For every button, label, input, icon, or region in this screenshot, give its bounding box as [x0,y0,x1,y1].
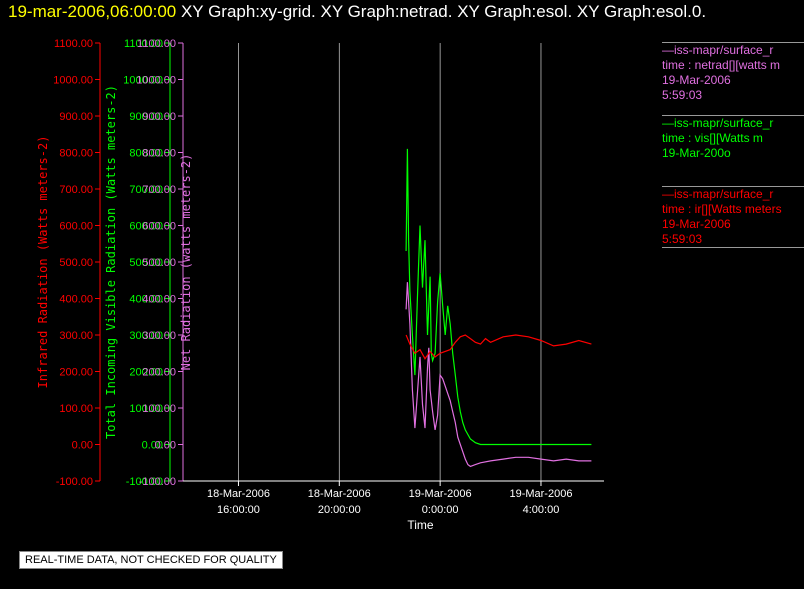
y-tick-label-vis-7: 600.00 [129,221,163,233]
legend-text-ir-1: time : ir[][Watts meters [662,202,782,216]
y-tick-label-net-11: 1000.00 [136,75,176,87]
y-tick-label-vis-8: 700.00 [129,184,163,196]
y-axis-label-ir: Infrared Radiation (Watts meters-2) [36,136,50,389]
y-tick-label-vis-11: 1000.00 [123,75,163,87]
y-tick-label-vis-3: 200.00 [129,367,163,379]
y-tick-label-vis-6: 500.00 [129,257,163,269]
y-tick-label-ir-6: 500.00 [59,257,93,269]
x-tick-sublabel-0: 16:00:00 [217,504,260,516]
title-bar: 19-mar-2006,06:00:00 XY Graph:xy-grid. X… [8,2,706,22]
y-tick-label-ir-2: 100.00 [59,403,93,415]
y-axis-label-net: Net Radiation (watts meters-2) [179,154,193,371]
y-tick-label-vis-5: 400.00 [129,294,163,306]
x-tick-label-2: 19-Mar-2006 [409,488,472,500]
y-tick-label-vis-1: 0.00 [142,440,163,452]
y-tick-label-vis-4: 300.00 [129,330,163,342]
legend-text-vis-1: time : vis[][Watts m [662,131,763,145]
y-tick-label-net-2: 100.00 [142,403,176,415]
y-tick-label-net-0: -100.00 [139,476,176,488]
x-tick-sublabel-1: 20:00:00 [318,504,361,516]
y-tick-label-net-1: 0.00 [155,440,176,452]
legend-text-ir-0: —iss-mapr/surface_r [662,187,774,201]
y-tick-label-net-3: 200.00 [142,367,176,379]
x-tick-sublabel-3: 4:00:00 [523,504,560,516]
legend-text-net-1: time : netrad[][watts m [662,58,781,72]
y-tick-label-ir-4: 300.00 [59,330,93,342]
series-line-vis [405,148,592,446]
y-tick-label-net-9: 800.00 [142,148,176,160]
y-tick-label-vis-0: -100.00 [126,476,163,488]
y-tick-label-net-10: 900.00 [142,111,176,123]
legend-text-vis-2: 19-Mar-200o [662,146,731,160]
series-line-net [405,282,592,468]
y-tick-label-ir-12: 1100.00 [54,38,93,50]
y-tick-label-ir-8: 700.00 [59,184,93,196]
y-tick-label-vis-9: 800.00 [129,148,163,160]
y-tick-label-vis-2: 100.00 [129,403,163,415]
x-tick-sublabel-2: 0:00:00 [422,504,459,516]
y-tick-label-net-6: 500.00 [142,257,176,269]
legend-text-ir-2: 19-Mar-2006 [662,217,731,231]
legend-text-net-2: 19-Mar-2006 [662,73,731,87]
legend-text-net-0: —iss-mapr/surface_r [662,43,774,57]
legend-entry-ir: —iss-mapr/surface_r time : ir[][Watts met… [662,186,804,248]
y-tick-label-ir-5: 400.00 [59,294,93,306]
x-tick-label-0: 18-Mar-2006 [207,488,270,500]
y-tick-label-vis-12: 1100.00 [124,38,163,50]
y-tick-label-net-8: 700.00 [142,184,176,196]
x-tick-label-3: 19-Mar-2006 [509,488,572,500]
y-axis-label-vis: Total Incoming Visible Radiation (Watts … [104,85,118,439]
y-tick-label-ir-1: 0.00 [72,440,93,452]
y-tick-label-net-5: 400.00 [142,294,176,306]
y-tick-label-vis-10: 900.00 [129,111,163,123]
legend-text-ir-3: 5:59:03 [662,232,703,246]
y-tick-label-net-4: 300.00 [142,330,176,342]
quality-notice: REAL-TIME DATA, NOT CHECKED FOR QUALITY [19,551,283,569]
series-line-ir [405,334,592,360]
legend-entry-net: —iss-mapr/surface_r time : netrad[][watts… [662,42,804,103]
y-tick-label-ir-10: 900.00 [59,111,93,123]
graph-titles: XY Graph:xy-grid. XY Graph:netrad. XY Gr… [180,2,707,21]
y-tick-label-net-7: 600.00 [142,221,176,233]
y-tick-label-ir-3: 200.00 [59,367,93,379]
y-tick-label-ir-0: -100.00 [56,476,93,488]
y-tick-label-ir-11: 1000.00 [53,75,93,87]
y-tick-label-net-12: 1100.00 [137,38,176,50]
legend-text-vis-0: —iss-mapr/surface_r [662,116,774,130]
y-tick-label-ir-9: 800.00 [59,148,93,160]
y-tick-label-ir-7: 600.00 [59,221,93,233]
legend-text-net-3: 5:59:03 [662,88,703,102]
timestamp: 19-mar-2006,06:00:00 [8,2,177,21]
x-axis-label: Time [407,518,434,532]
x-tick-label-1: 18-Mar-2006 [308,488,371,500]
